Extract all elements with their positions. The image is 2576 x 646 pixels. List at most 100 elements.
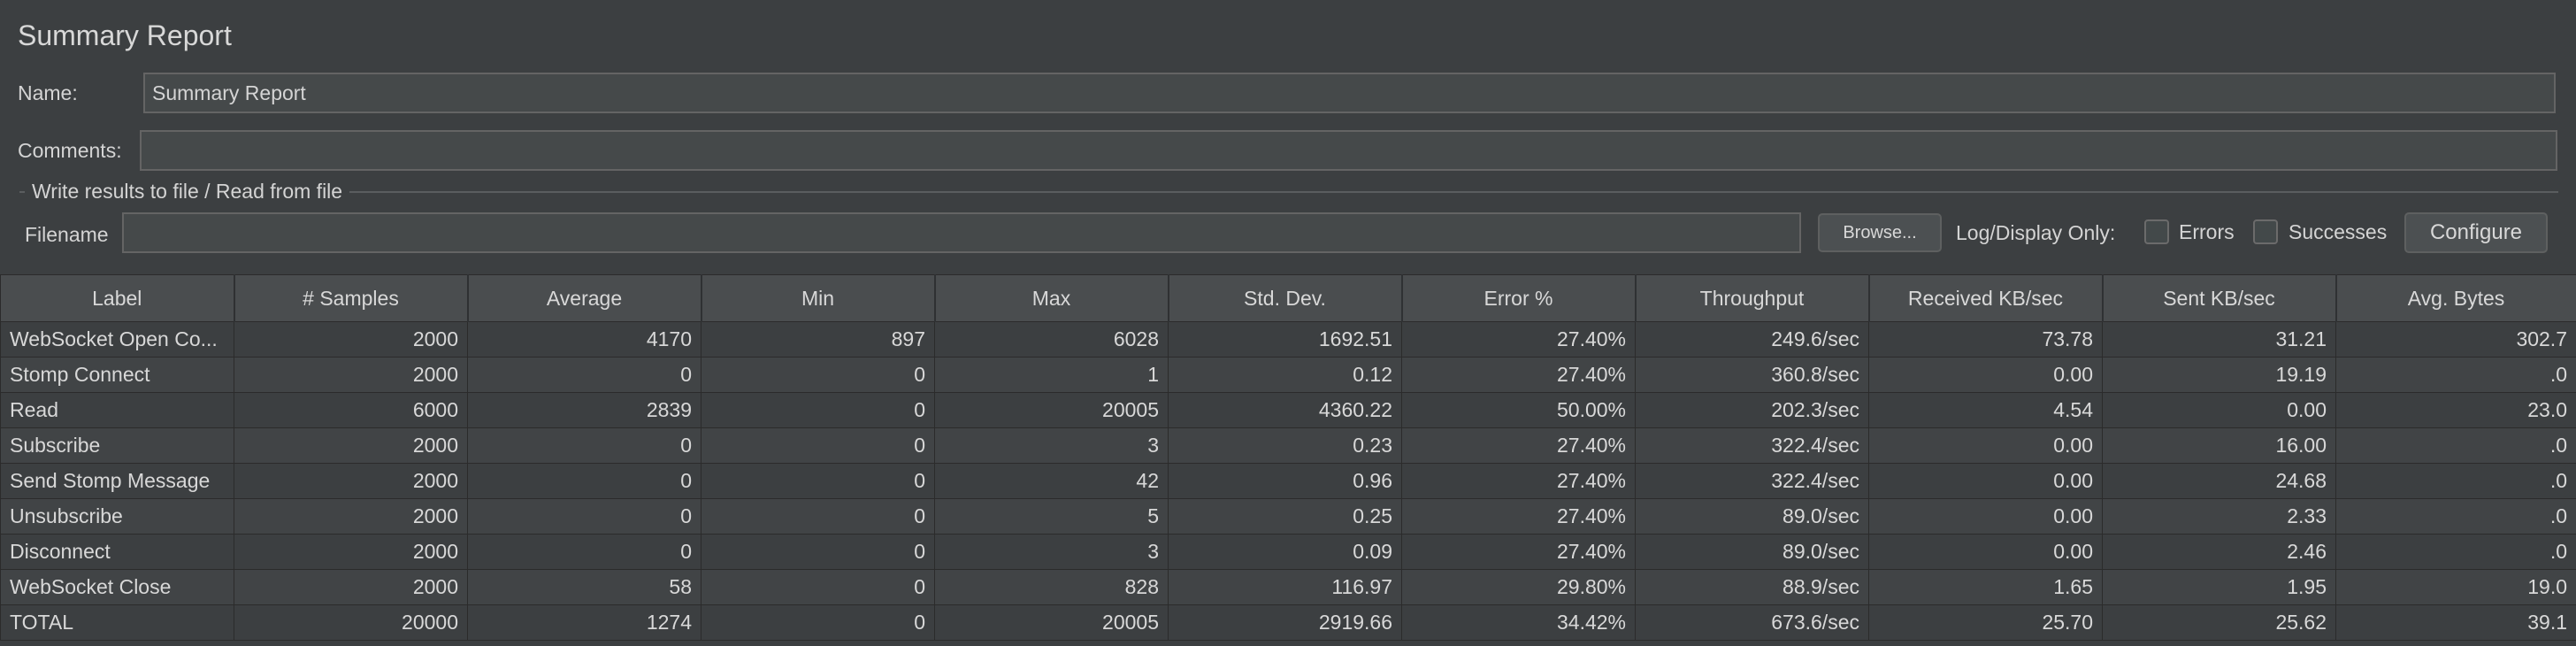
table-header-row: Label # Samples Average Min Max Std. Dev… [0,274,2576,322]
column-header-average[interactable]: Average [467,274,702,322]
table-row[interactable]: Send Stomp Message 2000 0 0 42 0.96 27.40% 322.… [0,463,2576,499]
table-cell: 73.78 [1868,321,2103,358]
table-cell: 2000 [234,463,468,499]
column-header-error-pct[interactable]: Error % [1401,274,1637,322]
table-row[interactable]: Disconnect 2000 0 0 3 0.09 27.40% 89.0/sec 0.00 2… [0,534,2576,570]
table-cell: 31.21 [2102,321,2336,358]
table-cell: .0 [2335,534,2576,570]
table-cell: 24.68 [2102,463,2336,499]
table-cell: 673.6/sec [1635,604,1869,641]
table-row[interactable]: WebSocket Open Co... 2000 4170 897 6028 1692.… [0,321,2576,358]
table-cell: 0.00 [1868,498,2103,534]
table-cell: 0.00 [2102,392,2336,428]
table-row[interactable]: WebSocket Close 2000 58 0 828 116.97 29.80% 88.… [0,569,2576,605]
table-cell: Subscribe [0,427,234,464]
table-row[interactable]: TOTAL 20000 1274 0 20005 2919.66 34.42% 673.6/s… [0,604,2576,641]
table-cell: 19.19 [2102,357,2336,393]
table-cell: 2919.66 [1168,604,1402,641]
table-cell: 0 [701,392,935,428]
table-cell: 2000 [234,534,468,570]
errors-label: Errors [2179,220,2235,243]
column-header-sent-kb[interactable]: Sent KB/sec [2102,274,2337,322]
column-header-received-kb[interactable]: Received KB/sec [1868,274,2104,322]
table-cell: 20005 [934,604,1169,641]
column-header-max[interactable]: Max [934,274,1169,322]
column-header-min[interactable]: Min [701,274,936,322]
table-row[interactable]: Unsubscribe 2000 0 0 5 0.25 27.40% 89.0/sec 0.00… [0,498,2576,534]
errors-checkbox[interactable] [2144,219,2169,244]
table-cell: 116.97 [1168,569,1402,605]
file-group-title: Write results to file / Read from file [25,180,350,204]
table-cell: 23.0 [2335,392,2576,428]
table-cell: 0 [701,357,935,393]
table-cell: 302.7 [2335,321,2576,358]
table-cell: .0 [2335,463,2576,499]
table-row[interactable]: Read 6000 2839 0 20005 4360.22 50.00% 202.3/sec… [0,392,2576,428]
table-cell: 1.95 [2102,569,2336,605]
table-cell: 27.40% [1401,357,1636,393]
table-cell: 0 [701,498,935,534]
configure-button[interactable]: Configure [2404,212,2548,253]
table-cell: 0 [467,357,702,393]
table-cell: .0 [2335,427,2576,464]
table-cell: 0.00 [1868,357,2103,393]
table-cell: 2839 [467,392,702,428]
table-cell: 27.40% [1401,463,1636,499]
column-header-throughput[interactable]: Throughput [1635,274,1870,322]
table-cell: 0.00 [1868,427,2103,464]
table-cell: 360.8/sec [1635,357,1869,393]
column-header-avg-bytes[interactable]: Avg. Bytes [2335,274,2576,322]
table-cell: 897 [701,321,935,358]
table-cell: 4360.22 [1168,392,1402,428]
table-cell: Disconnect [0,534,234,570]
table-cell: 42 [934,463,1169,499]
table-cell: 0.00 [1868,534,2103,570]
successes-checkbox[interactable] [2253,219,2278,244]
comments-field[interactable] [140,130,2557,171]
table-cell: .0 [2335,357,2576,393]
table-cell: 0.96 [1168,463,1402,499]
table-cell: .0 [2335,498,2576,534]
table-cell: 0 [701,427,935,464]
table-cell: 0.25 [1168,498,1402,534]
column-header-label[interactable]: Label [0,274,235,322]
name-label: Name: [18,81,78,104]
group-separator [19,191,2558,193]
table-cell: 0 [467,427,702,464]
table-cell: 322.4/sec [1635,463,1869,499]
table-cell: 1.65 [1868,569,2103,605]
table-cell: 5 [934,498,1169,534]
table-cell: 0 [467,498,702,534]
table-cell: 0 [467,534,702,570]
table-cell: TOTAL [0,604,234,641]
filename-field[interactable] [122,212,1801,253]
table-cell: 25.70 [1868,604,2103,641]
table-cell: 2000 [234,498,468,534]
summary-table: Label # Samples Average Min Max Std. Dev… [0,274,2576,641]
table-cell: 89.0/sec [1635,534,1869,570]
column-header-samples[interactable]: # Samples [234,274,469,322]
table-cell: 50.00% [1401,392,1636,428]
table-cell: 2000 [234,427,468,464]
table-cell: 0.00 [1868,463,2103,499]
table-cell: 322.4/sec [1635,427,1869,464]
table-row[interactable]: Stomp Connect 2000 0 0 1 0.12 27.40% 360.8/sec 0… [0,357,2576,393]
browse-button[interactable]: Browse... [1818,213,1942,252]
table-body: WebSocket Open Co... 2000 4170 897 6028 1692.… [0,321,2576,641]
table-cell: 2.46 [2102,534,2336,570]
table-cell: 27.40% [1401,321,1636,358]
column-header-std-dev[interactable]: Std. Dev. [1168,274,1403,322]
table-cell: 828 [934,569,1169,605]
successes-label: Successes [2288,220,2388,243]
table-cell: 0 [701,604,935,641]
table-cell: 0 [467,463,702,499]
panel-title: Summary Report [18,19,232,51]
table-cell: WebSocket Close [0,569,234,605]
table-cell: Read [0,392,234,428]
name-field[interactable]: Summary Report [143,73,2556,113]
table-cell: 34.42% [1401,604,1636,641]
table-cell: 1692.51 [1168,321,1402,358]
table-cell: 29.80% [1401,569,1636,605]
table-cell: 0.23 [1168,427,1402,464]
table-row[interactable]: Subscribe 2000 0 0 3 0.23 27.40% 322.4/sec 0.00 1… [0,427,2576,464]
